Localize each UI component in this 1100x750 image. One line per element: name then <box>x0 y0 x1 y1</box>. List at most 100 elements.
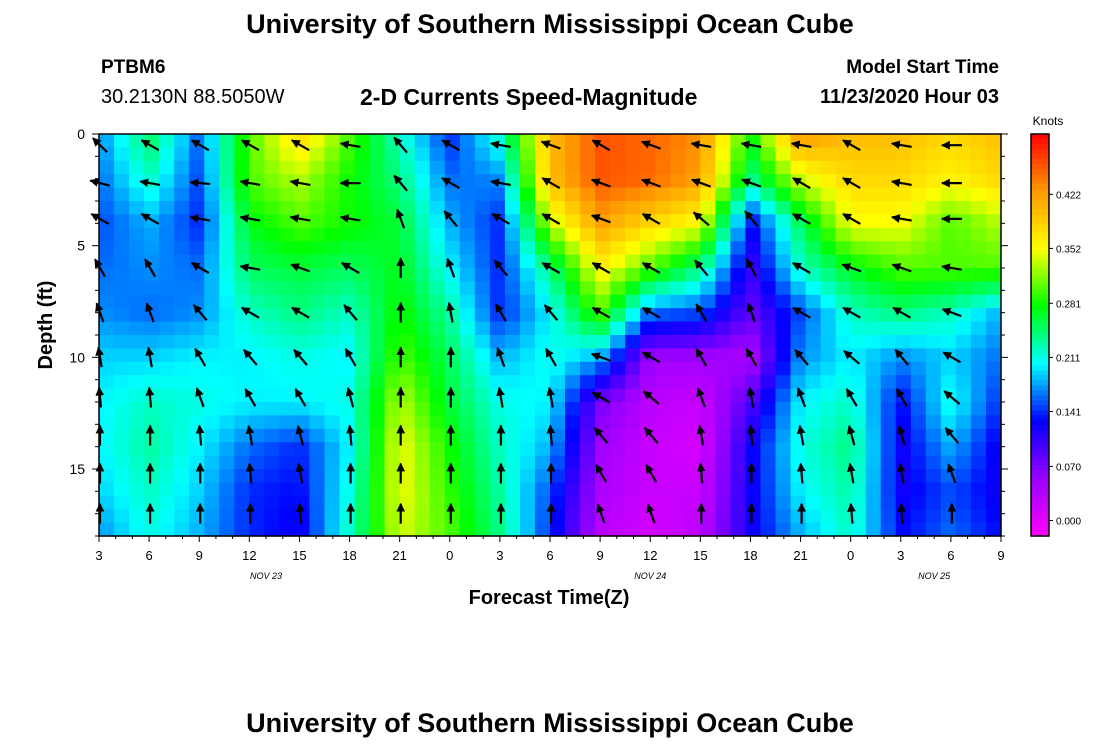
heatmap-cell <box>249 442 265 457</box>
heatmap-cell <box>730 415 747 430</box>
heatmap-cell <box>159 201 175 215</box>
heatmap-cell <box>324 388 341 403</box>
heatmap-cell <box>264 348 280 363</box>
heatmap-cell <box>114 308 130 323</box>
heatmap-cell <box>99 294 115 309</box>
heatmap-cell <box>279 227 296 242</box>
heatmap-cell <box>444 455 461 470</box>
heatmap-cell <box>324 160 341 175</box>
heatmap-cell <box>249 214 265 229</box>
heatmap-cell <box>835 361 852 376</box>
heatmap-cell <box>655 482 671 497</box>
heatmap-cell <box>474 241 491 256</box>
heatmap-cell <box>835 428 852 443</box>
heatmap-cell <box>625 187 641 202</box>
current-vector <box>892 306 911 319</box>
heatmap-cell <box>835 187 852 202</box>
heatmap-cell <box>279 201 296 215</box>
heatmap-cell <box>279 415 296 430</box>
heatmap-cell <box>610 227 626 242</box>
heatmap-cell <box>429 415 446 430</box>
heatmap-cell <box>204 482 220 497</box>
heatmap-cell <box>745 402 762 416</box>
heatmap-cell <box>234 509 250 524</box>
current-vector <box>339 140 361 150</box>
heatmap-cell <box>324 321 341 336</box>
heatmap-cell <box>129 308 145 323</box>
heatmap-cell <box>880 482 897 497</box>
current-vector <box>493 259 509 277</box>
heatmap-cell <box>940 442 957 457</box>
heatmap-cell <box>159 402 175 416</box>
heatmap-cell <box>850 495 867 510</box>
heatmap-cell <box>685 509 701 524</box>
current-vector <box>195 387 205 408</box>
heatmap-cell <box>174 281 190 296</box>
current-vector <box>189 214 211 223</box>
heatmap-cell <box>129 227 145 242</box>
heatmap-cell <box>204 495 220 510</box>
heatmap-cell <box>865 442 882 457</box>
colorbar-segment <box>1031 289 1049 296</box>
colorbar-segment <box>1031 380 1049 386</box>
heatmap-cell <box>204 241 220 256</box>
heatmap-cell <box>820 442 837 457</box>
heatmap-cell <box>730 268 747 282</box>
current-vector <box>290 263 311 273</box>
heatmap-cell <box>880 335 897 349</box>
heatmap-cell <box>985 254 1002 269</box>
colorbar-segment <box>1031 229 1049 236</box>
heatmap-cell <box>970 442 987 457</box>
heatmap-cell <box>369 281 386 296</box>
heatmap-cell <box>790 482 807 497</box>
heatmap-cell <box>309 402 326 416</box>
station-id: PTBM6 <box>101 57 166 78</box>
heatmap-cell <box>625 482 641 497</box>
current-vector <box>944 427 960 444</box>
heatmap-cell <box>114 214 130 229</box>
heatmap-cell <box>204 335 220 349</box>
heatmap-cell <box>354 495 371 510</box>
heatmap-cell <box>339 402 356 416</box>
heatmap-cell <box>715 254 731 269</box>
heatmap-cell <box>489 241 506 256</box>
heatmap-cell <box>730 254 747 269</box>
heatmap-cell <box>790 469 807 483</box>
current-vector <box>239 263 261 272</box>
heatmap-cell <box>805 388 822 403</box>
heatmap-cell <box>129 361 145 376</box>
heatmap-cell <box>955 402 972 416</box>
heatmap-cell <box>204 321 220 336</box>
y-tick-label: 5 <box>77 238 85 254</box>
heatmap-cell <box>174 415 190 430</box>
heatmap-cell <box>820 134 837 148</box>
current-vector <box>541 212 561 225</box>
current-vector <box>746 424 756 446</box>
heatmap-cell <box>459 442 476 457</box>
heatmap-cell <box>970 335 987 349</box>
heatmap-cell <box>294 268 311 282</box>
heatmap-cell <box>895 187 912 202</box>
colorbar-segment <box>1031 164 1049 170</box>
heatmap-cell <box>730 442 747 457</box>
heatmap-cell <box>895 469 912 483</box>
heatmap-cell <box>204 428 220 443</box>
model-start-label: Model Start Time <box>846 57 999 78</box>
heatmap-cell <box>354 160 371 175</box>
heatmap-cell <box>399 174 416 189</box>
heatmap-cell <box>474 415 491 430</box>
heatmap-cell <box>309 442 326 457</box>
heatmap-cell <box>655 509 671 524</box>
heatmap-cell <box>534 455 551 470</box>
current-vector <box>740 140 762 150</box>
colorbar-segment <box>1031 264 1049 271</box>
heatmap-cell <box>204 227 220 242</box>
heatmap-cell <box>129 495 145 510</box>
heatmap-cell <box>880 227 897 242</box>
current-vector <box>842 212 861 225</box>
heatmap-cell <box>655 147 671 162</box>
heatmap-cell <box>114 268 130 282</box>
heatmap-cell <box>219 469 235 483</box>
heatmap-cell <box>309 254 326 269</box>
heatmap-cell <box>354 388 371 403</box>
